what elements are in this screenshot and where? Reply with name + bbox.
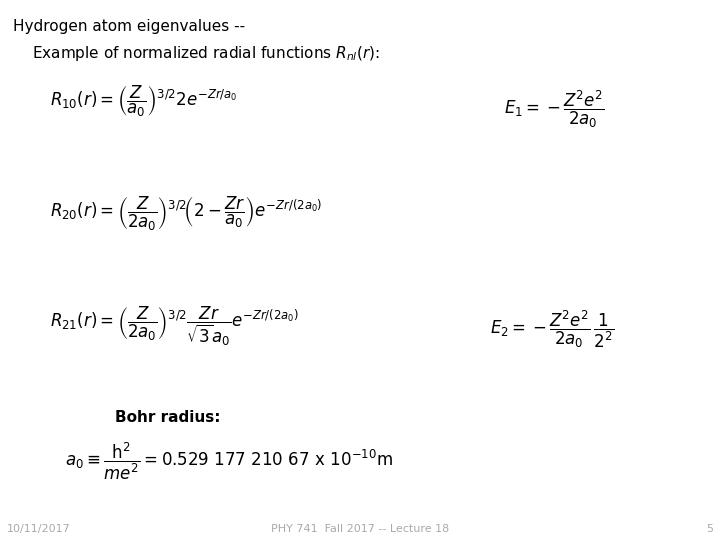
Text: $R_{10}(r) = \left(\dfrac{Z}{a_0}\right)^{3/2} 2e^{-Zr/a_0}$: $R_{10}(r) = \left(\dfrac{Z}{a_0}\right)… xyxy=(50,84,238,119)
Text: 10/11/2017: 10/11/2017 xyxy=(7,523,71,534)
Text: $R_{21}(r) = \left(\dfrac{Z}{2a_0}\right)^{3/2}\dfrac{Zr}{\sqrt{3}a_0}e^{-Zr/(2a: $R_{21}(r) = \left(\dfrac{Z}{2a_0}\right… xyxy=(50,305,300,348)
Text: $E_2 = -\dfrac{Z^2e^2}{2a_0}\,\dfrac{1}{2^2}$: $E_2 = -\dfrac{Z^2e^2}{2a_0}\,\dfrac{1}{… xyxy=(490,309,613,350)
Text: Example of normalized radial functions $R_{nl}(r)$:: Example of normalized radial functions $… xyxy=(32,44,380,63)
Text: 5: 5 xyxy=(706,523,713,534)
Text: $R_{20}(r) = \left(\dfrac{Z}{2a_0}\right)^{3/2}\!\left(2-\dfrac{Zr}{a_0}\right)e: $R_{20}(r) = \left(\dfrac{Z}{2a_0}\right… xyxy=(50,194,323,233)
Text: $a_0 \equiv \dfrac{\mathrm{h}^2}{me^2}=0.529\ 177\ 210\ 67\ \mathrm{x}\ 10^{-10}: $a_0 \equiv \dfrac{\mathrm{h}^2}{me^2}=0… xyxy=(65,440,392,482)
Text: PHY 741  Fall 2017 -- Lecture 18: PHY 741 Fall 2017 -- Lecture 18 xyxy=(271,523,449,534)
Text: Bohr radius:: Bohr radius: xyxy=(115,410,221,426)
Text: Hydrogen atom eigenvalues --: Hydrogen atom eigenvalues -- xyxy=(13,19,245,34)
Text: $E_1 = -\dfrac{Z^2e^2}{2a_0}$: $E_1 = -\dfrac{Z^2e^2}{2a_0}$ xyxy=(504,89,605,130)
